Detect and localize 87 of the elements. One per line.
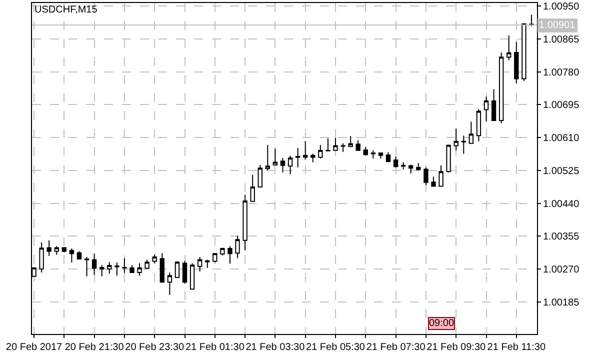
y-tick-label: 1.00865: [543, 34, 580, 46]
y-tick-label: 1.00440: [543, 198, 580, 210]
candlestick: [431, 176, 436, 187]
y-tick-label: 1.00270: [543, 264, 580, 276]
candlestick: [152, 254, 157, 264]
candlestick: [250, 174, 255, 202]
candlestick: [386, 152, 391, 163]
candlestick: [363, 146, 368, 156]
candlestick: [122, 258, 127, 274]
candlestick: [476, 108, 482, 142]
candlestick: [348, 136, 353, 147]
x-tick-label: 21 Feb 11:30: [487, 342, 546, 353]
candlestick: [370, 150, 376, 159]
candlestick: [182, 260, 188, 284]
candlestick: [416, 162, 421, 171]
x-tick-label: 20 Feb 21:30: [64, 342, 124, 353]
candlestick: [174, 260, 180, 278]
candlestick: [107, 262, 112, 274]
y-tick-label: 1.00780: [543, 67, 580, 78]
candlestick: [498, 52, 504, 124]
candlestick: [114, 262, 120, 276]
candlestick: [408, 164, 414, 174]
y-tick-label: 1.00610: [543, 133, 580, 144]
candlestick: [144, 259, 150, 270]
candlestick: [100, 264, 104, 277]
candlestick: [454, 128, 458, 151]
candlestick: [378, 152, 384, 159]
candlestick: [39, 242, 44, 274]
ref-line-label: 1.00901: [539, 20, 576, 31]
candlestick: [130, 264, 134, 274]
candlestick: [310, 153, 316, 163]
y-tick-label: 1.00355: [543, 232, 580, 243]
candlestick: [424, 166, 428, 186]
candlestick: [295, 148, 300, 168]
candlestick: [258, 164, 262, 188]
candlestick: [137, 262, 142, 276]
chart-title: USDCHF,M15: [34, 4, 98, 16]
candlestick: [205, 259, 210, 268]
x-tick-label: 20 Feb 23:30: [125, 342, 185, 353]
candlestick: [235, 235, 240, 259]
candlestick: [265, 144, 270, 171]
annotation: 09:00: [429, 318, 454, 329]
candlestick: [76, 250, 82, 260]
x-tick-label: 20 Feb 2017: [6, 342, 63, 353]
candlestick: [484, 96, 489, 122]
candlestick: [318, 144, 323, 159]
candlestick: [356, 140, 360, 151]
candlestick: [197, 256, 202, 272]
candlestick: [46, 240, 52, 256]
candlestick: [468, 121, 474, 144]
candlestick: [62, 246, 67, 253]
y-tick-label: 1.00695: [543, 100, 580, 112]
y-tick-label: 1.00185: [543, 297, 580, 308]
candlestick: [220, 247, 225, 256]
x-tick-label: 21 Feb 07:30: [366, 342, 426, 353]
candlestick: [272, 148, 278, 166]
candlestick: [446, 144, 451, 173]
candlestick: [438, 164, 444, 187]
candlestick: [326, 138, 330, 152]
candlestick: [303, 140, 308, 160]
x-tick-label: 21 Feb 01:30: [185, 342, 245, 353]
candlestick: [54, 246, 59, 256]
candlestick: [393, 156, 398, 168]
candlestick: [212, 252, 218, 263]
candlestick: [69, 248, 74, 263]
candlestick: [461, 135, 466, 154]
candlestick: [514, 42, 519, 84]
candlestick: [242, 194, 248, 251]
candlestick: [333, 137, 338, 151]
candlestick: [92, 253, 97, 276]
candlestick: [288, 155, 293, 175]
candlestick: [190, 262, 195, 290]
y-tick-label: 1.00950: [543, 2, 580, 13]
candlestick: [506, 34, 512, 61]
candlestick: [522, 23, 526, 82]
x-tick-label: 21 Feb 03:30: [246, 342, 306, 353]
candlestick: [400, 162, 406, 170]
candlestick: [84, 256, 90, 277]
y-tick-label: 1.00525: [543, 166, 580, 177]
candlestick: [491, 88, 496, 122]
candlestick: [280, 158, 286, 173]
x-tick-label: 21 Feb 09:30: [426, 342, 486, 353]
candlestick: [160, 252, 164, 283]
candlestick: [228, 246, 232, 264]
x-tick-label: 21 Feb 05:30: [306, 342, 366, 353]
candlestick: [340, 142, 346, 152]
candlestick: [167, 272, 172, 296]
